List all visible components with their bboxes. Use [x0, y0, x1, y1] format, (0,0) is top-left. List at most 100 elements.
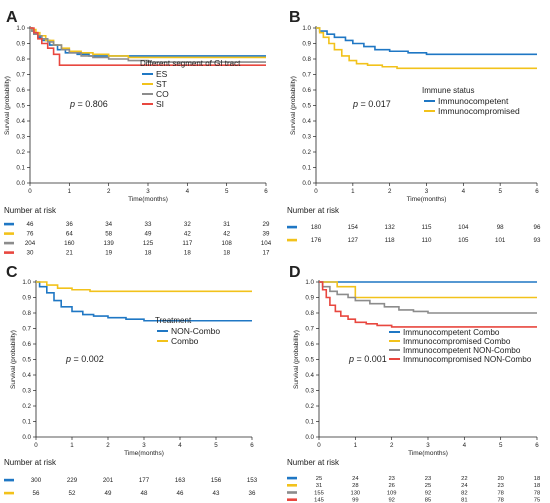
risk-count: 176 [311, 237, 322, 244]
p-value: p = 0.017 [352, 99, 391, 109]
y-tick-label: 0.1 [305, 419, 314, 426]
y-axis-label: Survival (probability) [10, 330, 17, 389]
risk-count: 104 [458, 224, 469, 231]
risk-count: 42 [223, 231, 230, 238]
y-tick-label: 0.9 [22, 295, 31, 302]
risk-row-swatch [287, 491, 297, 494]
risk-count: 19 [105, 250, 112, 257]
risk-count: 75 [534, 498, 540, 503]
risk-count: 163 [175, 477, 186, 484]
panel-letter: B [289, 9, 301, 26]
legend-label-1: Immunocompetent [438, 96, 509, 106]
y-tick-label: 0.9 [16, 41, 25, 48]
y-tick-label: 1.0 [305, 279, 314, 286]
risk-count: 105 [458, 237, 469, 244]
risk-row-swatch [4, 241, 14, 245]
y-tick-label: 1.0 [16, 25, 25, 32]
panel-d: D0.00.10.20.30.40.50.60.70.80.91.00 1 2 3 4 5… [287, 264, 540, 503]
y-tick-label: 0.5 [16, 103, 25, 110]
risk-count: 49 [145, 231, 152, 238]
risk-table-title: Number at risk [4, 458, 57, 467]
y-tick-label: 0.3 [16, 134, 25, 141]
survival-curve-4 [319, 281, 537, 328]
y-tick-label: 0.4 [16, 118, 25, 125]
y-tick-label: 0.7 [16, 72, 25, 79]
x-tick-label: 0 [34, 442, 38, 449]
x-tick-label: 1 [68, 188, 72, 195]
y-tick-label: 0.8 [16, 56, 25, 63]
risk-count: 127 [348, 237, 359, 244]
risk-count: 109 [387, 490, 397, 496]
risk-count: 104 [261, 240, 272, 247]
y-tick-label: 0.1 [22, 419, 31, 426]
risk-count: 204 [25, 240, 36, 247]
risk-count: 115 [422, 224, 432, 231]
risk-count: 36 [66, 221, 73, 228]
risk-count: 32 [184, 221, 191, 228]
risk-count: 18 [184, 250, 191, 257]
risk-count: 155 [314, 490, 324, 496]
panel-letter: C [6, 264, 18, 281]
legend-label-2: Immunocompromised [438, 106, 520, 116]
risk-count: 177 [139, 477, 150, 484]
risk-count: 96 [534, 224, 541, 231]
y-tick-label: 0.7 [22, 326, 31, 333]
survival-curve-1 [316, 27, 537, 56]
risk-row-swatch [4, 478, 14, 482]
risk-count: 78 [534, 490, 540, 496]
legend-label-2: Combo [171, 336, 199, 346]
survival-curve-4 [30, 27, 266, 66]
risk-count: 34 [105, 221, 112, 228]
risk-row-swatch [287, 225, 297, 229]
risk-count: 85 [425, 498, 431, 503]
risk-count: 64 [66, 231, 73, 238]
survival-curve-2 [316, 27, 537, 70]
y-tick-label: 0.2 [305, 403, 314, 410]
y-tick-label: 0.2 [22, 403, 31, 410]
y-axis-label: Survival (probability) [290, 76, 297, 135]
risk-count: 23 [497, 483, 503, 489]
panel-a: A0.00.10.20.30.40.50.60.70.80.91.00 1 2 3 4 5… [4, 9, 272, 257]
p-value: p = 0.001 [348, 354, 387, 364]
risk-count: 23 [425, 476, 431, 482]
x-tick-label: 0 [317, 442, 321, 449]
risk-count: 99 [352, 498, 358, 503]
risk-count: 42 [184, 231, 191, 238]
x-tick-label: 3 [142, 442, 146, 449]
risk-count: 139 [104, 240, 115, 247]
y-tick-label: 0.8 [22, 310, 31, 317]
y-tick-label: 0.6 [16, 87, 25, 94]
x-tick-label: 3 [425, 188, 429, 195]
risk-count: 24 [352, 476, 359, 482]
y-tick-label: 0.5 [22, 357, 31, 364]
risk-count: 20 [497, 476, 503, 482]
risk-count: 81 [461, 498, 467, 503]
x-axis-label: Time(months) [407, 196, 447, 203]
risk-count: 48 [141, 490, 148, 497]
y-tick-label: 0.5 [305, 357, 314, 364]
risk-row-swatch [4, 251, 14, 254]
y-tick-label: 0.0 [305, 434, 314, 441]
legend-label-1: NON-Combo [171, 326, 220, 336]
legend-label-2: Immunocompromised Combo [403, 337, 511, 346]
risk-count: 160 [64, 240, 75, 247]
risk-count: 30 [27, 250, 34, 257]
risk-count: 25 [316, 476, 322, 482]
risk-count: 153 [247, 477, 258, 484]
y-tick-label: 0.9 [302, 41, 311, 48]
risk-count: 18 [534, 476, 540, 482]
risk-count: 18 [223, 250, 230, 257]
risk-row-swatch [4, 222, 14, 226]
risk-count: 300 [31, 477, 42, 484]
y-tick-label: 0.6 [22, 341, 31, 348]
y-tick-label: 0.8 [302, 56, 311, 63]
risk-row-swatch [287, 476, 297, 480]
risk-count: 92 [388, 498, 394, 503]
risk-count: 36 [249, 490, 256, 497]
x-tick-label: 1 [70, 442, 74, 449]
risk-count: 52 [69, 490, 76, 497]
x-tick-label: 6 [264, 188, 268, 195]
y-tick-label: 0.7 [302, 72, 311, 79]
risk-count: 21 [66, 250, 73, 257]
